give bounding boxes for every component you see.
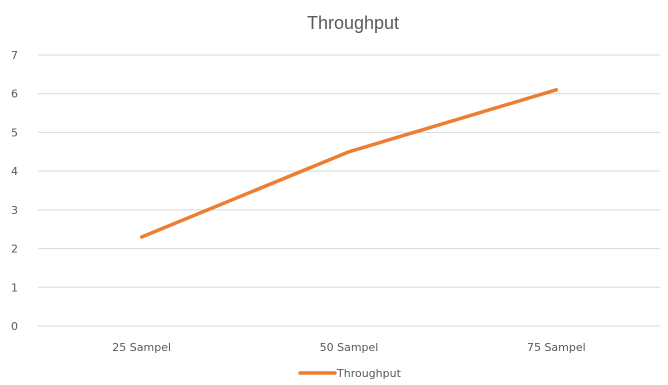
y-tick-label: 1 <box>11 281 18 294</box>
x-tick-label: 75 Sampel <box>527 341 586 354</box>
y-tick-label: 6 <box>11 88 18 101</box>
legend[interactable]: Throughput <box>300 367 402 380</box>
data-point <box>555 89 557 91</box>
series-layer <box>140 89 557 239</box>
gridlines <box>38 55 660 326</box>
y-tick-label: 3 <box>11 204 18 217</box>
y-axis-tick-labels: 0 1 2 3 4 5 6 7 <box>11 49 18 333</box>
y-tick-label: 0 <box>11 320 18 333</box>
y-tick-label: 5 <box>11 126 18 139</box>
data-point <box>348 151 350 153</box>
y-tick-label: 4 <box>11 165 18 178</box>
data-point <box>140 236 142 238</box>
legend-label: Throughput <box>336 367 402 380</box>
series-line <box>142 90 557 237</box>
chart-title: Throughput <box>307 13 399 33</box>
y-tick-label: 2 <box>11 243 18 256</box>
y-tick-label: 7 <box>11 49 18 62</box>
x-axis-tick-labels: 25 Sampel 50 Sampel 75 Sampel <box>112 341 585 354</box>
x-tick-label: 50 Sampel <box>320 341 379 354</box>
x-tick-label: 25 Sampel <box>112 341 171 354</box>
